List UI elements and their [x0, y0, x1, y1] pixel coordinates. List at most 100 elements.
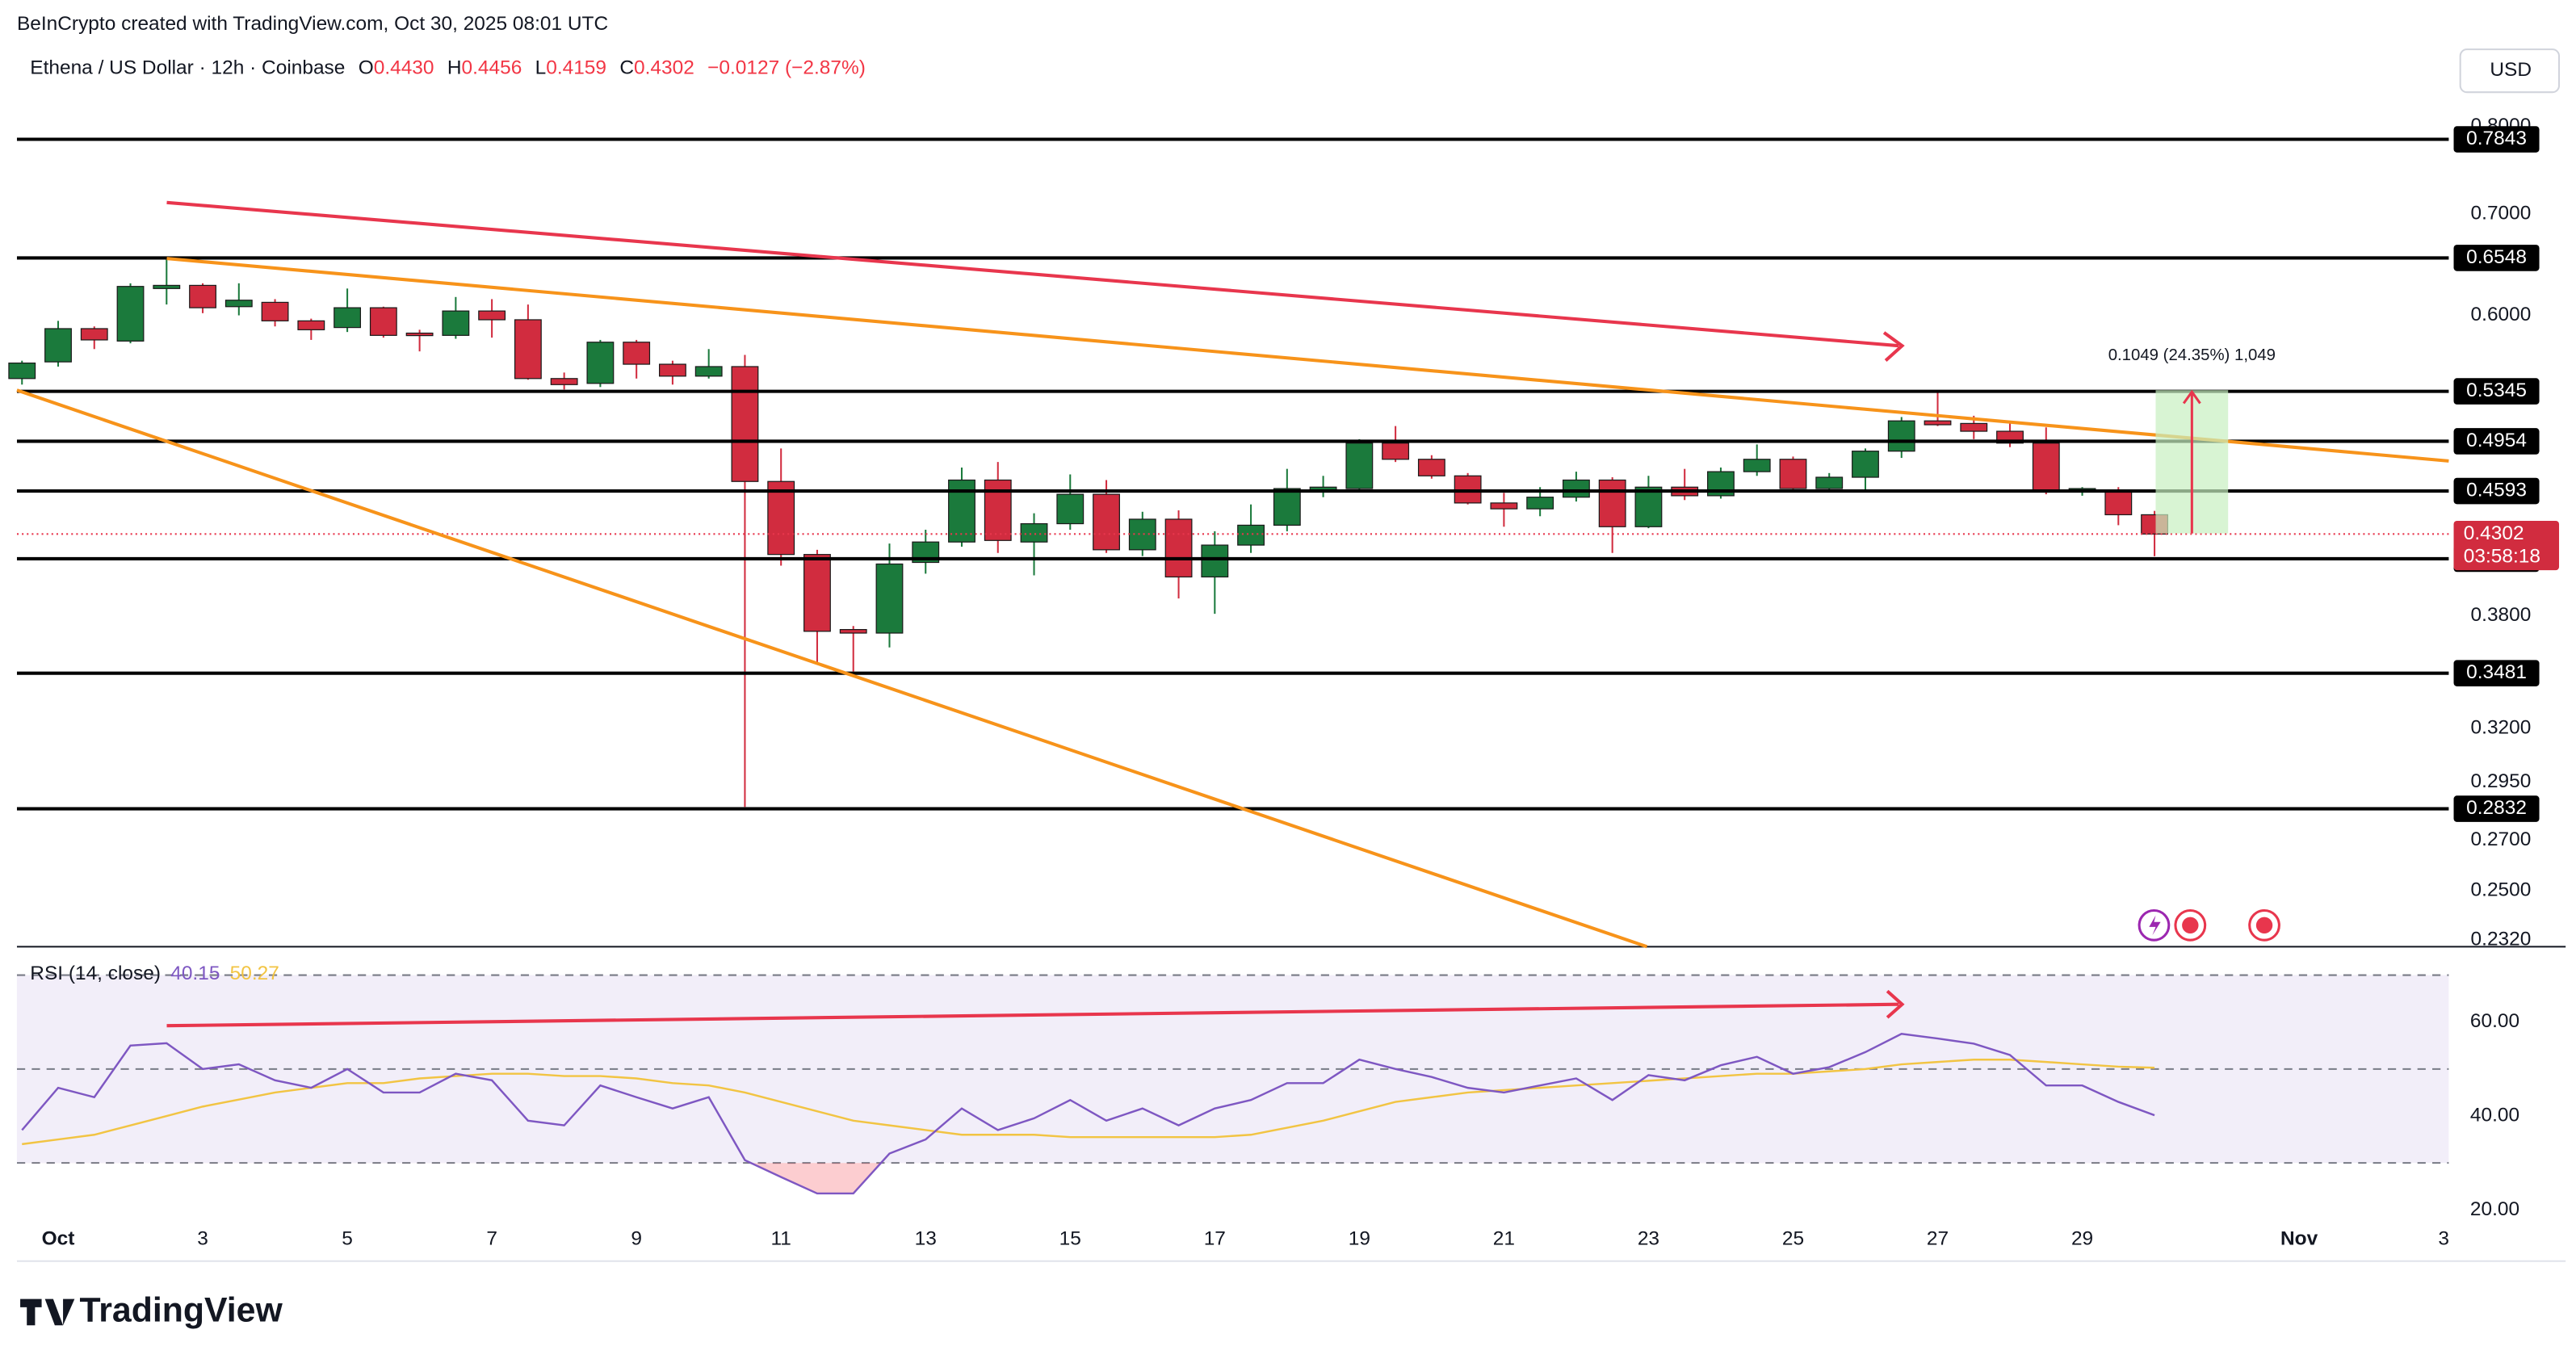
arrow-head — [1886, 989, 1905, 1019]
level-label-box — [2453, 378, 2540, 405]
rsi-value: 40.15 — [170, 963, 220, 984]
currency-button[interactable] — [2459, 48, 2561, 94]
candle-body — [224, 300, 253, 308]
level-label-box — [2453, 477, 2540, 505]
candle-body — [767, 480, 795, 556]
candle-body — [1237, 524, 1265, 546]
candle-body — [478, 310, 506, 321]
candle-body — [1852, 451, 1879, 478]
x-tick-label: 15 — [1059, 1228, 1081, 1250]
candle-body — [623, 342, 651, 365]
rsi-tick-label: 40.00 — [2470, 1104, 2519, 1126]
x-tick-label: 11 — [771, 1228, 791, 1250]
level-label: 0.2832 — [2466, 797, 2527, 819]
event-icon-glyph — [2182, 917, 2199, 934]
currency[interactable]: USD — [2490, 59, 2532, 81]
y-tick-label: 0.2500 — [2471, 879, 2532, 901]
y-tick-label: 0.3800 — [2471, 604, 2532, 626]
rsi-trend-line — [166, 1002, 1899, 1028]
y-tick-label: 0.7000 — [2471, 203, 2532, 224]
level-label: 0.5345 — [2466, 380, 2527, 401]
candle-body — [1779, 459, 1807, 489]
candle-body — [1887, 420, 1915, 452]
credit: BeInCrypto created with TradingView.com,… — [17, 13, 608, 35]
candle-body — [514, 319, 542, 380]
candle-body — [550, 378, 578, 385]
x-tick-label: 5 — [342, 1228, 353, 1250]
brand-logo — [20, 1298, 75, 1326]
current-price-label: 0.4302 — [2464, 522, 2524, 544]
rsi-title-text: RSI (14, close) — [30, 963, 161, 984]
level-label-box — [2453, 428, 2540, 455]
level-label-box — [2453, 660, 2540, 686]
candle-body — [297, 320, 325, 330]
candle-body — [586, 342, 615, 384]
trend-line — [166, 200, 1899, 348]
x-tick-label: 9 — [631, 1228, 642, 1250]
candle-body — [1056, 493, 1085, 525]
rsi-tick-label: 20.00 — [2470, 1198, 2519, 1220]
measure-label: 0.1049 (24.35%) 1,049 — [2108, 346, 2276, 364]
candle-body — [839, 628, 867, 634]
x-tick-label: 21 — [1493, 1228, 1515, 1250]
candle-body — [1201, 544, 1229, 578]
level-label: 0.6548 — [2466, 246, 2527, 268]
candle-body — [1526, 497, 1554, 510]
candle-body — [1960, 422, 1988, 432]
candle-body — [442, 310, 470, 336]
level-label-box — [2453, 126, 2540, 153]
level-label: 0.7843 — [2466, 128, 2527, 149]
x-tick-label: Nov — [2280, 1228, 2318, 1250]
y-tick-label: 0.6000 — [2471, 304, 2532, 325]
symbol-header: Ethena / US Dollar · 12h · Coinbase O0.44… — [30, 57, 866, 79]
change: −0.0127 (−2.87%) — [707, 57, 866, 79]
candle-body — [1382, 443, 1410, 460]
y-tick-label: 0.2700 — [2471, 829, 2532, 850]
x-tick-label: 25 — [1782, 1228, 1804, 1250]
candle-body — [1273, 488, 1301, 526]
candle-body — [694, 366, 723, 377]
event-icon-glyph — [2149, 915, 2161, 936]
rsi-title: RSI (14, close) 40.15 50.27 — [30, 963, 279, 984]
x-tick-label: 29 — [2071, 1228, 2093, 1250]
level-label: 0.4593 — [2466, 479, 2527, 501]
candle-body — [875, 563, 904, 634]
y-tick-label: 0.3200 — [2471, 717, 2532, 739]
level-label: 0.3481 — [2466, 661, 2527, 683]
x-tick-label: 3 — [2438, 1228, 2449, 1250]
candle-body — [189, 284, 216, 308]
rsi-line — [21, 1032, 2155, 1195]
ohlc-value: 0.4302 — [634, 57, 694, 79]
x-tick-label: 27 — [1927, 1228, 1949, 1250]
candle-body — [1598, 479, 1626, 527]
trend-line — [16, 388, 1648, 949]
candle-body — [1164, 518, 1193, 578]
candle-body — [2104, 489, 2133, 516]
ohlc-key: C — [619, 57, 634, 79]
candle-body — [116, 286, 145, 342]
ohlc-key: H — [447, 57, 462, 79]
candle-body — [1345, 443, 1374, 489]
candle-body — [1924, 420, 1952, 426]
rsi-tick-label: 60.00 — [2470, 1010, 2519, 1032]
rsi-value: 50.27 — [230, 963, 279, 984]
event-icon-glyph — [2255, 917, 2273, 934]
x-tick-label: 19 — [1349, 1228, 1370, 1250]
brand: TradingView — [79, 1290, 283, 1329]
candle-body — [1562, 479, 1590, 498]
x-tick-label: 13 — [915, 1228, 937, 1250]
candle-body — [1417, 459, 1445, 476]
countdown: 03:58:18 — [2464, 545, 2540, 567]
ohlc-key: O — [359, 57, 374, 79]
candle-body — [731, 366, 759, 482]
candle-body — [153, 284, 181, 289]
trend-line — [166, 257, 2449, 463]
candle-body — [1490, 502, 1518, 510]
candle-body — [1093, 493, 1120, 551]
candle-body — [1020, 522, 1048, 543]
ohlc-value: 0.4430 — [374, 57, 434, 79]
arrow-head — [1882, 331, 1905, 363]
level-label-box — [2453, 245, 2540, 271]
candle-body — [405, 332, 434, 337]
candle-body — [369, 307, 397, 336]
